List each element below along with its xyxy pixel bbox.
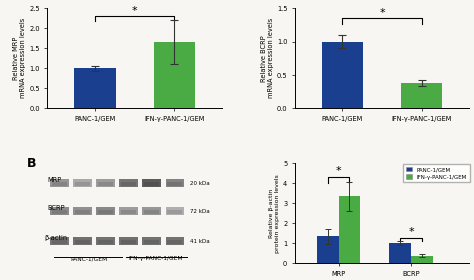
Y-axis label: Relative β-actin
protein expression levels: Relative β-actin protein expression leve…	[270, 174, 280, 253]
Bar	[322, 42, 363, 108]
Bar	[98, 182, 113, 186]
Bar	[75, 210, 90, 214]
Bar	[165, 237, 184, 245]
Text: BCRP: BCRP	[47, 205, 65, 211]
Text: 20 kDa: 20 kDa	[191, 181, 210, 186]
Bar	[75, 240, 90, 244]
Bar	[97, 179, 115, 187]
Text: *: *	[379, 8, 385, 18]
Y-axis label: Relative BCRP
mRNA expression levels: Relative BCRP mRNA expression levels	[261, 18, 274, 99]
Y-axis label: Relative MRP
mRNA expression levels: Relative MRP mRNA expression levels	[13, 18, 27, 99]
Text: B: B	[27, 157, 36, 170]
Bar	[74, 68, 116, 108]
Bar	[165, 179, 184, 187]
Bar	[73, 207, 92, 215]
Bar	[317, 236, 338, 263]
Bar	[389, 243, 411, 263]
Bar	[73, 237, 92, 245]
Bar	[165, 207, 184, 215]
Bar	[143, 207, 161, 215]
Bar	[97, 237, 115, 245]
Bar	[144, 182, 159, 186]
Bar	[144, 240, 159, 244]
Bar	[52, 210, 67, 214]
Bar	[119, 179, 138, 187]
Text: 72 kDa: 72 kDa	[191, 209, 210, 214]
Text: MRP: MRP	[47, 177, 62, 183]
Bar	[338, 196, 360, 263]
Bar	[411, 256, 433, 263]
Bar	[50, 179, 69, 187]
Text: *: *	[132, 6, 137, 16]
Text: β-actin: β-actin	[44, 235, 67, 241]
Bar	[119, 237, 138, 245]
Bar	[167, 210, 182, 214]
Bar	[52, 182, 67, 186]
Bar	[119, 207, 138, 215]
Bar	[121, 210, 136, 214]
Bar	[167, 240, 182, 244]
Bar	[97, 207, 115, 215]
Bar	[401, 83, 442, 108]
Bar	[98, 210, 113, 214]
Bar	[73, 179, 92, 187]
Text: *: *	[336, 166, 341, 176]
Bar	[167, 182, 182, 186]
Bar	[154, 42, 195, 108]
Bar	[98, 240, 113, 244]
Text: IFN-γ-PANC-1/GEM: IFN-γ-PANC-1/GEM	[128, 256, 183, 261]
Bar	[143, 237, 161, 245]
Text: PANC-1/GEM: PANC-1/GEM	[71, 256, 108, 261]
Bar	[52, 240, 67, 244]
Text: 41 kDa: 41 kDa	[191, 239, 210, 244]
Bar	[144, 210, 159, 214]
Bar	[75, 182, 90, 186]
Bar	[121, 182, 136, 186]
Bar	[50, 237, 69, 245]
Text: *: *	[408, 227, 414, 237]
Bar	[121, 240, 136, 244]
Legend: PANC-1/GEM, IFN-γ-PANC-1/GEM: PANC-1/GEM, IFN-γ-PANC-1/GEM	[403, 164, 470, 182]
Bar	[50, 207, 69, 215]
Bar	[143, 179, 161, 187]
